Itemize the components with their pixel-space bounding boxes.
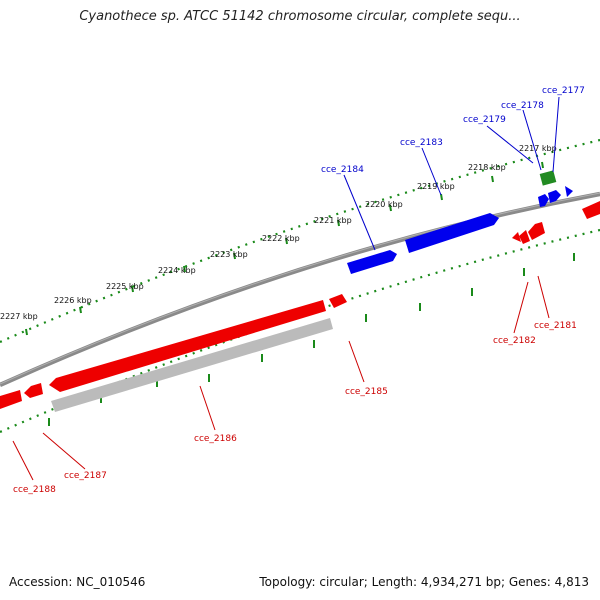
gene-label-cce-2179[interactable]: cce_2179 — [463, 115, 506, 125]
gene-cce-2185[interactable] — [329, 294, 347, 308]
gene-cce-2178[interactable] — [548, 190, 561, 203]
gene-label-cce-2178[interactable]: cce_2178 — [501, 101, 544, 111]
kbp-label-2226: 2226 kbp — [54, 296, 92, 305]
gene-cce-2183[interactable] — [405, 213, 499, 253]
kbp-label-2219: 2219 kbp — [417, 182, 455, 191]
gene-cce-2182[interactable] — [512, 232, 521, 242]
gene-cce-2182b[interactable] — [519, 230, 530, 244]
gene-cce-2188[interactable] — [0, 390, 22, 409]
kbp-label-2222: 2222 kbp — [262, 234, 300, 243]
kbp-label-2218: 2218 kbp — [468, 163, 506, 172]
gene-label-cce-2182[interactable]: cce_2182 — [493, 336, 536, 346]
map-title: Cyanothece sp. ATCC 51142 chromosome cir… — [79, 9, 521, 24]
chromosome-backbone — [0, 191, 600, 388]
gene-cce-2186[interactable] — [49, 300, 326, 392]
gene-cce-2187[interactable] — [24, 383, 43, 398]
gene-label-cce-2187[interactable]: cce_2187 — [64, 471, 107, 481]
forward-genes — [347, 170, 573, 274]
gene-label-cce-2181[interactable]: cce_2181 — [534, 321, 577, 331]
kbp-label-2227: 2227 kbp — [0, 312, 38, 321]
gene-rna-green[interactable] — [539, 170, 557, 186]
leader-lines — [12, 96, 560, 481]
genome-summary: Topology: circular; Length: 4,934,271 bp… — [259, 575, 589, 589]
outer-major-ticks — [25, 161, 544, 336]
backbone-highlight — [0, 192, 600, 385]
gene-cce-2181[interactable] — [528, 222, 545, 240]
kbp-label-2224: 2224 kbp — [158, 266, 196, 275]
gene-cce-2180[interactable] — [582, 201, 600, 219]
gene-label-cce-2188[interactable]: cce_2188 — [13, 485, 56, 495]
gene-label-cce-2183[interactable]: cce_2183 — [400, 138, 443, 148]
gene-label-cce-2184[interactable]: cce_2184 — [321, 165, 364, 175]
gene-label-cce-2186[interactable]: cce_2186 — [194, 434, 237, 444]
reverse-genes — [0, 201, 600, 412]
gene-cce-2179[interactable] — [538, 194, 549, 207]
kbp-label-2225: 2225 kbp — [106, 282, 144, 291]
kbp-label-2217: 2217 kbp — [519, 144, 557, 153]
kbp-label-2221: 2221 kbp — [314, 216, 352, 225]
kbp-label-2220: 2220 kbp — [365, 200, 403, 209]
gene-label-cce-2185[interactable]: cce_2185 — [345, 387, 388, 397]
gene-cce-2177[interactable] — [565, 186, 573, 197]
pseudo-gene[interactable] — [51, 318, 333, 412]
kbp-label-2223: 2223 kbp — [210, 250, 248, 259]
gene-label-cce-2177[interactable]: cce_2177 — [542, 86, 585, 96]
accession-label: Accession: NC_010546 — [9, 575, 146, 589]
gene-cce-2184[interactable] — [347, 250, 397, 274]
